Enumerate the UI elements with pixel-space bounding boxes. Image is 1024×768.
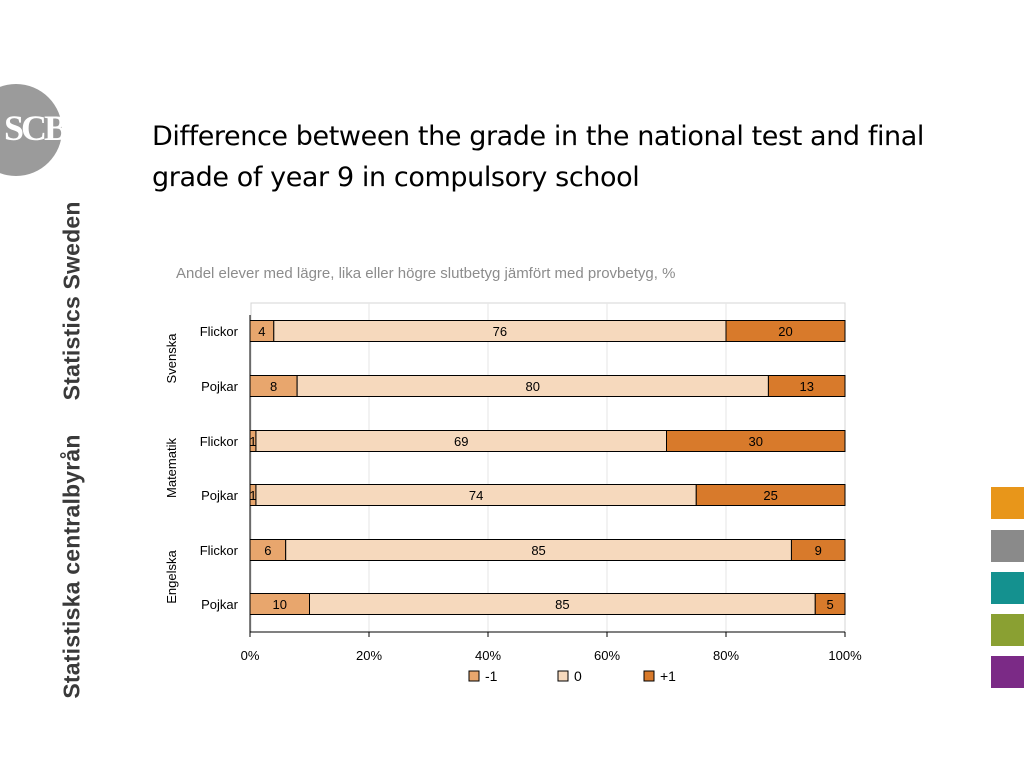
data-label: 20 (778, 324, 792, 339)
data-label: 5 (827, 597, 834, 612)
x-tick-label: 40% (475, 648, 501, 663)
bar-segment (666, 430, 846, 452)
group-label: Engelska (164, 549, 179, 603)
group-label: Matematik (164, 438, 179, 498)
data-label: 85 (555, 597, 569, 612)
chart-subtitle: Andel elever med lägre, lika eller högre… (176, 265, 675, 282)
category-label: Pojkar (201, 597, 239, 612)
scb-logo-text: SCB (4, 108, 68, 148)
legend-swatch (643, 670, 655, 682)
data-label: 80 (526, 379, 540, 394)
side-swatch (991, 487, 1024, 519)
bar-segment (790, 539, 846, 561)
category-label: Flickor (200, 543, 239, 558)
side-swatch (991, 530, 1024, 562)
slide-title: Difference between the grade in the nati… (152, 121, 925, 193)
category-label: Flickor (200, 324, 239, 339)
category-label: Pojkar (201, 488, 239, 503)
category-label: Pojkar (201, 379, 239, 394)
group-label: Svenska (164, 333, 179, 384)
legend-label: 0 (574, 668, 582, 684)
x-tick-label: 0% (241, 648, 260, 663)
x-tick-label: 20% (356, 648, 382, 663)
data-label: 8 (270, 379, 277, 394)
x-tick-label: 80% (713, 648, 739, 663)
category-label: Flickor (200, 434, 239, 449)
bar-segment (695, 484, 846, 506)
data-label: 69 (454, 434, 468, 449)
data-label: 30 (749, 434, 763, 449)
side-swatch (991, 572, 1024, 604)
bar-segment (767, 375, 846, 397)
data-label: 76 (493, 324, 507, 339)
data-label: 85 (531, 543, 545, 558)
side-swatch (991, 614, 1024, 646)
bar-segment (814, 593, 846, 615)
legend-label: -1 (485, 668, 498, 684)
x-tick-label: 60% (594, 648, 620, 663)
data-label: 74 (469, 488, 483, 503)
legend-swatch (468, 670, 480, 682)
side-swatch (991, 656, 1024, 688)
data-label: 10 (273, 597, 287, 612)
data-label: 25 (763, 488, 777, 503)
data-label: 4 (258, 324, 265, 339)
data-label: 1 (249, 488, 256, 503)
x-tick-label: 100% (828, 648, 862, 663)
bar-segment (725, 320, 846, 342)
data-label: 13 (799, 379, 813, 394)
data-label: 6 (264, 543, 271, 558)
legend-swatch (557, 670, 569, 682)
plot-area (250, 302, 846, 633)
data-label: 1 (249, 434, 256, 449)
data-label: 9 (815, 543, 822, 558)
legend-label: +1 (660, 668, 676, 684)
